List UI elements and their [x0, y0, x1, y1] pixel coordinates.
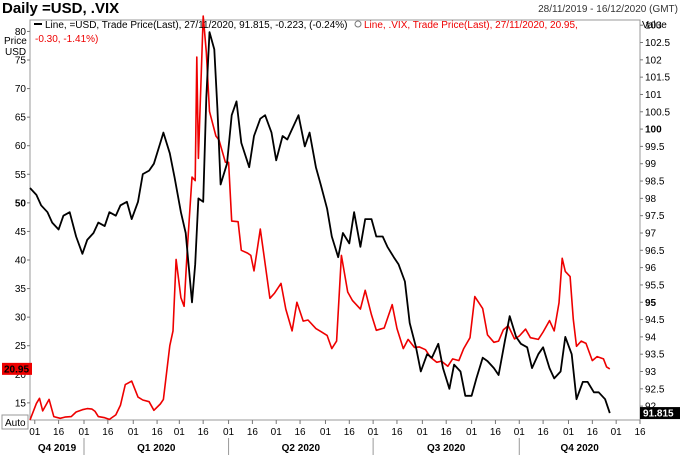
- right-tick-label: 96: [645, 263, 657, 274]
- right-tick-label: 97.5: [645, 211, 665, 222]
- x-tick-label: 16: [391, 427, 403, 438]
- x-tick-label: 16: [53, 427, 65, 438]
- right-tick-label: 101.5: [645, 73, 670, 84]
- right-tick-label: 92.5: [645, 384, 665, 395]
- left-tick-label: 15: [15, 398, 27, 409]
- x-tick-label: 16: [344, 427, 356, 438]
- x-tick-label: 16: [198, 427, 210, 438]
- right-tick-label: 97: [645, 228, 657, 239]
- usd-last-value: 91.815: [643, 409, 674, 420]
- left-tick-label: 60: [15, 141, 27, 152]
- left-tick-label: 20: [15, 370, 27, 381]
- quarter-label: Q3 2020: [427, 443, 466, 454]
- usd-last-value-tag: 91.815: [640, 407, 680, 420]
- right-tick-label: 103: [645, 21, 662, 32]
- quarter-label: Q1 2020: [137, 443, 176, 454]
- right-tick-label: 100: [645, 125, 662, 136]
- right-tick-label: 102: [645, 55, 662, 66]
- x-tick-label: 01: [29, 427, 41, 438]
- usd-series-line: [29, 31, 611, 414]
- plot-area[interactable]: [29, 19, 641, 421]
- left-tick-label: 30: [15, 313, 27, 324]
- legend: Line, =USD, Trade Price(Last), 27/11/202…: [34, 20, 578, 45]
- x-tick-label: 01: [368, 427, 380, 438]
- left-tick-label: 80: [15, 27, 27, 38]
- x-tick-label: 16: [294, 427, 306, 438]
- x-tick-label: 01: [514, 427, 526, 438]
- x-tick-label: 01: [174, 427, 186, 438]
- right-tick-label: 100.5: [645, 107, 670, 118]
- x-tick-label: 01: [563, 427, 575, 438]
- left-tick-label: 40: [15, 256, 27, 267]
- x-tick-label: 01: [223, 427, 235, 438]
- right-tick-label: 101: [645, 90, 662, 101]
- x-tick-label: 01: [417, 427, 429, 438]
- x-tick-label: 16: [490, 427, 502, 438]
- left-tick-label: 50: [15, 198, 27, 209]
- right-tick-label: 99.5: [645, 142, 665, 153]
- right-tick-label: 96.5: [645, 246, 665, 257]
- right-tick-label: 94: [645, 332, 657, 343]
- quarter-label: Q4 2020: [560, 443, 599, 454]
- quarter-dividers: Q4 2019 Q1 2020 Q2 2020 Q3 2020 Q4 2020: [38, 438, 599, 455]
- legend-vix-marker-icon: [354, 20, 362, 28]
- auto-scale-label: Auto: [5, 418, 26, 429]
- right-tick-label: 95.5: [645, 280, 665, 291]
- quarter-label: Q4 2019: [38, 443, 77, 454]
- right-axis-value-label: Value: [642, 20, 667, 31]
- left-tick-label: 75: [15, 56, 27, 67]
- x-tick-label: 16: [634, 427, 646, 438]
- right-tick-label: 98.5: [645, 177, 665, 188]
- x-tick-label: 16: [247, 427, 259, 438]
- x-tick-label: 01: [78, 427, 90, 438]
- x-tick-label: 01: [466, 427, 478, 438]
- right-tick-label: 93: [645, 367, 657, 378]
- right-tick-label: 93.5: [645, 350, 665, 361]
- x-tick-label: 01: [271, 427, 283, 438]
- x-tick-label: 01: [128, 427, 140, 438]
- legend-usd-text: Line, =USD, Trade Price(Last), 27/11/202…: [45, 20, 348, 31]
- right-tick-label: 102.5: [645, 38, 670, 49]
- x-tick-label: 16: [152, 427, 164, 438]
- vix-last-value-tag: 20.95: [2, 362, 32, 375]
- x-tick-label: 16: [587, 427, 599, 438]
- vix-last-value: 20.95: [4, 364, 29, 375]
- left-tick-label: 35: [15, 284, 27, 295]
- legend-vix-text: Line, .VIX, Trade Price(Last), 27/11/202…: [364, 20, 578, 31]
- x-tick-label: 16: [441, 427, 453, 438]
- left-axis-usd-label: USD: [5, 47, 26, 58]
- right-axis: 103 102.5 102 101.5 101 100.5 100 99.5 99 98.5 98 9…: [640, 21, 670, 413]
- right-tick-label: 94.5: [645, 315, 665, 326]
- x-tick-label: 16: [538, 427, 550, 438]
- x-tick-label: 16: [102, 427, 114, 438]
- left-axis-price-label: Price: [4, 36, 27, 47]
- quarter-label: Q2 2020: [282, 443, 321, 454]
- left-tick-label: 70: [15, 84, 27, 95]
- chart-title: Daily =USD, .VIX: [2, 0, 120, 17]
- x-axis: 01 16 01 16 01 16 01 16 01 16 01 16 01 16 01 16 01 16 01 16…: [29, 420, 646, 438]
- right-tick-label: 98: [645, 194, 657, 205]
- right-tick-label: 95: [645, 298, 657, 309]
- x-tick-label: 01: [320, 427, 332, 438]
- auto-scale-button[interactable]: [1, 414, 29, 430]
- date-range: 28/11/2019 - 16/12/2020 (GMT): [538, 4, 678, 15]
- left-tick-label: 45: [15, 227, 27, 238]
- right-tick-label: 99: [645, 159, 657, 170]
- left-axis: 80 75 70 65 60 55 50 45 40 35 30 25 20 15: [15, 27, 30, 409]
- x-tick-label: 01: [611, 427, 623, 438]
- left-tick-label: 65: [15, 113, 27, 124]
- left-tick-label: 55: [15, 170, 27, 181]
- legend-vix-change-text: -0.30, -1.41%): [35, 34, 98, 45]
- vix-series-line: [29, 15, 611, 421]
- left-tick-label: 25: [15, 341, 27, 352]
